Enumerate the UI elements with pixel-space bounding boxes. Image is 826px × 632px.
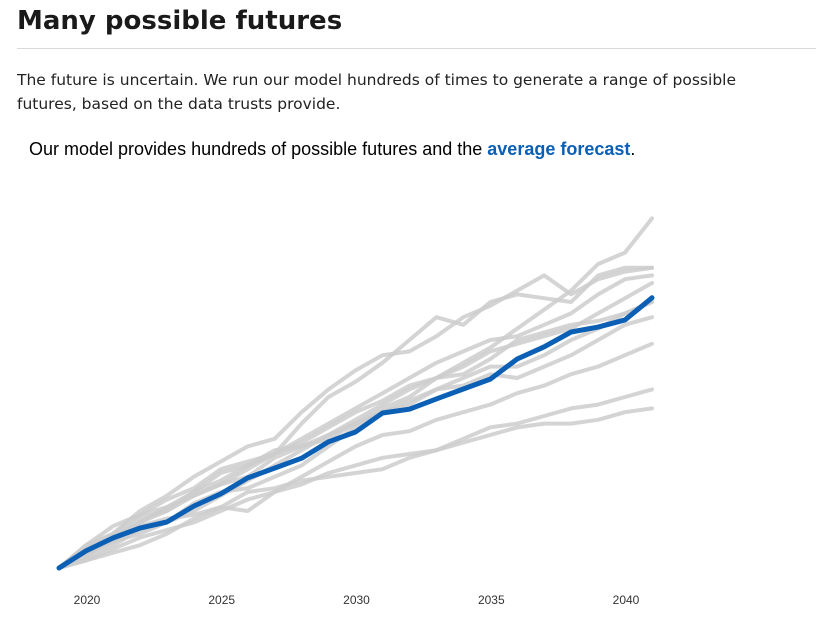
x-tick-label-2030: 2030	[343, 593, 370, 607]
x-tick-label-2025: 2025	[208, 593, 235, 607]
average-forecast-label: average forecast	[487, 139, 631, 159]
x-tick-label-2040: 2040	[613, 593, 640, 607]
scenario-line-3	[57, 265, 654, 570]
chart-heading: Our model provides hundreds of possible …	[29, 139, 635, 160]
scenario-line-7	[57, 300, 654, 570]
forecast-chart: 2020 2025 2030 2035 2040	[56, 216, 655, 607]
x-tick-label-2035: 2035	[478, 593, 505, 607]
title-divider	[17, 48, 816, 49]
scenario-line-10	[57, 387, 654, 570]
x-axis-ticks: 2020 2025 2030 2035 2040	[74, 593, 640, 607]
scenario-line-9	[57, 341, 654, 570]
intro-paragraph: The future is uncertain. We run our mode…	[17, 71, 736, 113]
average-forecast-line-group	[56, 295, 655, 571]
average-forecast-line	[56, 295, 655, 571]
x-tick-label-2020: 2020	[74, 593, 101, 607]
scenario-lines	[57, 216, 654, 570]
page-title: Many possible futures	[17, 6, 343, 36]
scenario-line-2	[57, 265, 654, 570]
chart-heading-suffix: .	[630, 139, 636, 159]
chart-heading-prefix: Our model provides hundreds of possible …	[29, 139, 488, 159]
scenario-line-11	[57, 406, 654, 570]
